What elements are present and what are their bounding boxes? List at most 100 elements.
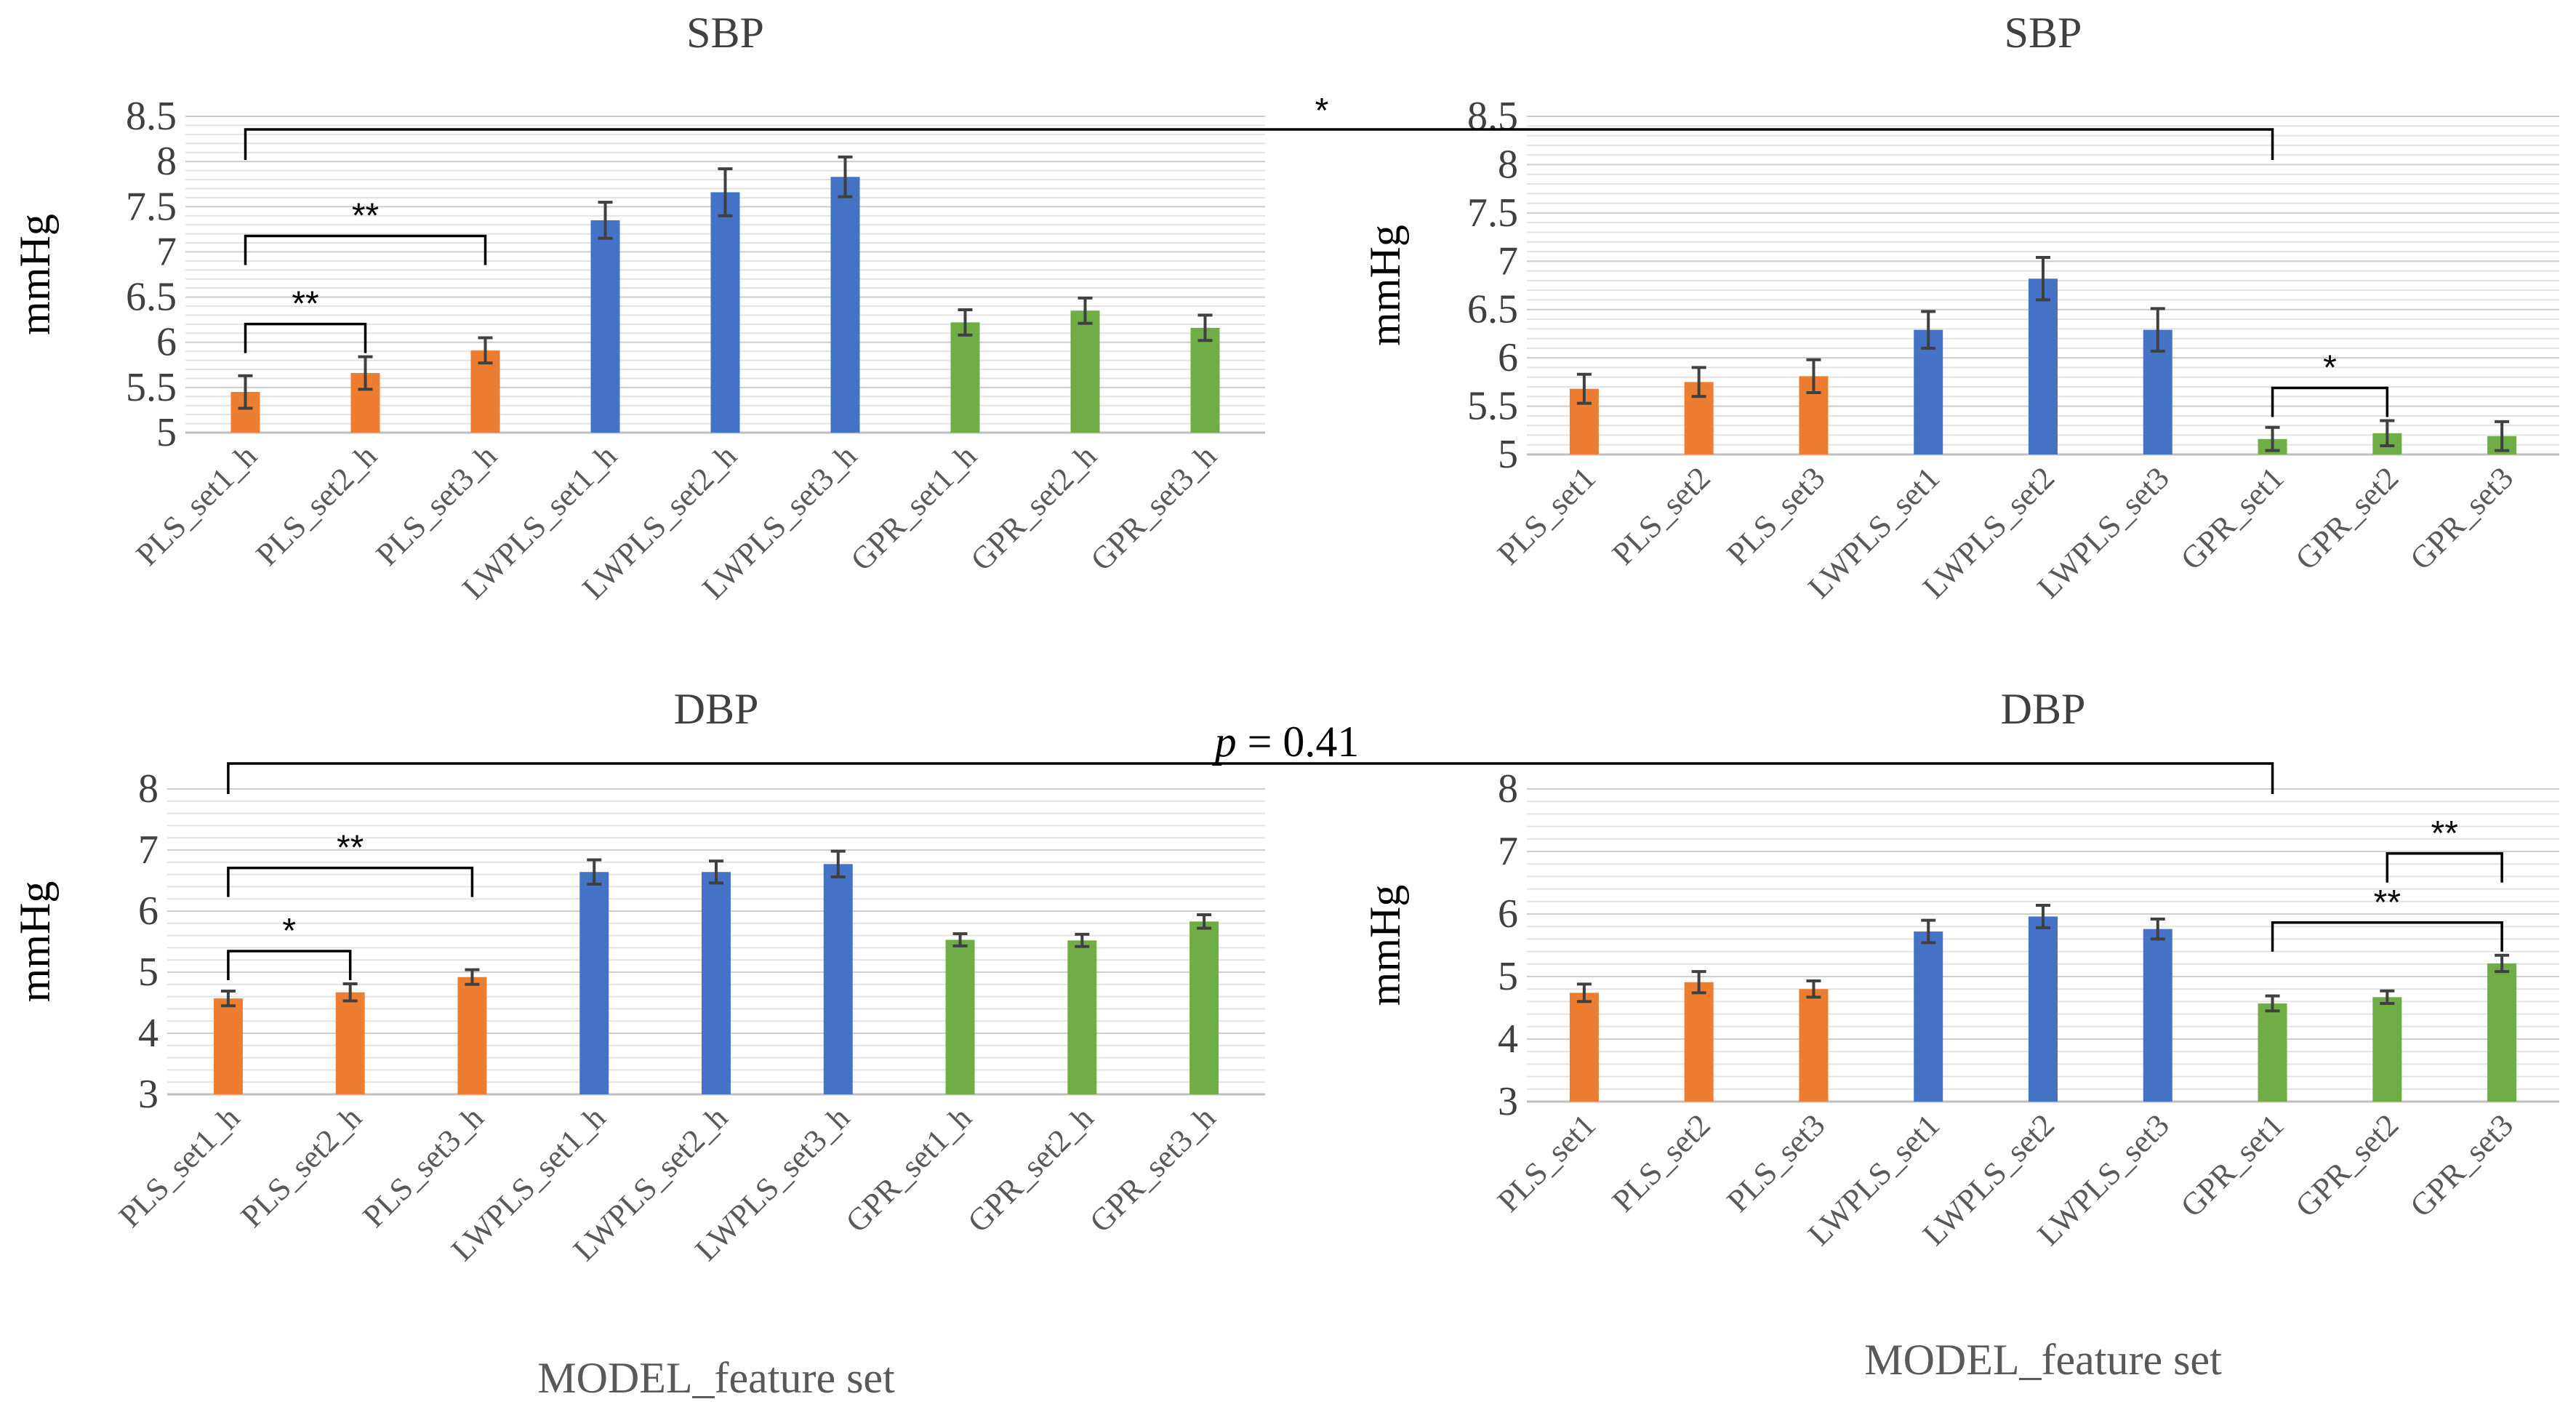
- chart-title: DBP: [674, 685, 759, 733]
- y-tick-label: 8: [156, 139, 177, 184]
- significance-label: **: [352, 197, 379, 236]
- cross-panel-annotations: * p = 0.41: [227, 92, 2274, 794]
- error-bar: [2036, 903, 2050, 929]
- y-axis-label: mmHg: [1361, 885, 1409, 1006]
- bar-pls-set3: [1799, 989, 1829, 1102]
- significance-label: **: [2431, 814, 2458, 853]
- error-bar: [1806, 979, 1821, 999]
- chart-title: SBP: [686, 9, 764, 57]
- bar-gpr-set1-h: [950, 322, 980, 433]
- y-tick-label: 6.5: [126, 275, 177, 320]
- bar-gpr-set1-h: [945, 939, 975, 1094]
- error-bar: [220, 990, 236, 1008]
- significance-label: **: [292, 285, 318, 324]
- error-bar: [958, 308, 973, 337]
- bar-lwpls-set1: [1914, 329, 1943, 454]
- y-axis-label: mmHg: [1361, 225, 1409, 346]
- bar-lwpls-set3: [2143, 929, 2172, 1102]
- y-tick-label: 5.5: [1467, 384, 1518, 429]
- error-bar: [1806, 358, 1821, 394]
- error-bar: [709, 859, 723, 885]
- y-tick-label: 7.5: [1467, 191, 1518, 236]
- y-tick-label: 8: [1498, 766, 1518, 811]
- error-bar: [1691, 366, 1706, 398]
- error-bar: [587, 858, 602, 886]
- error-bar: [1921, 918, 1936, 945]
- error-bar: [2495, 953, 2510, 974]
- error-bar: [952, 932, 968, 947]
- x-axis-label: MODEL_feature set: [1864, 1336, 2222, 1384]
- y-tick-label: 8: [138, 766, 159, 811]
- significance-bracket: [227, 950, 352, 980]
- p-symbol: p: [1212, 718, 1237, 766]
- bar-lwpls-set3-h: [823, 864, 853, 1094]
- bar-lwpls-set2-h: [702, 872, 731, 1094]
- significance-bracket: [2386, 852, 2503, 883]
- error-bar: [2036, 255, 2050, 302]
- dbp-cross-p-value: p = 0.41: [1212, 718, 1360, 766]
- y-tick-label: 5: [138, 950, 159, 995]
- error-bar: [465, 968, 480, 986]
- error-bar: [1921, 310, 1936, 350]
- chart-title: DBP: [2001, 685, 2086, 733]
- significance-bracket: [2271, 921, 2503, 952]
- significance-bracket: [244, 234, 487, 265]
- error-bar: [2150, 917, 2165, 941]
- y-tick-label: 7: [1498, 238, 1518, 284]
- chart-title: SBP: [2005, 9, 2082, 57]
- y-tick-label: 7: [138, 827, 159, 873]
- x-axis-label: MODEL_feature set: [537, 1354, 895, 1402]
- y-tick-label: 8: [1498, 142, 1518, 187]
- bar-gpr-set1: [2258, 1003, 2287, 1102]
- error-bar: [1197, 913, 1212, 930]
- bar-gpr-set3-h: [1189, 921, 1219, 1094]
- y-tick-label: 3: [138, 1072, 159, 1117]
- error-bar: [478, 336, 493, 365]
- error-bar: [342, 982, 358, 1003]
- y-tick-label: 6.5: [1467, 287, 1518, 332]
- y-axis-label: mmHg: [11, 214, 59, 335]
- y-tick-label: 5.5: [126, 365, 177, 410]
- sbp-cross-significance-label: *: [1315, 92, 1329, 130]
- error-bar: [1075, 932, 1090, 948]
- bar-pls-set2: [1684, 982, 1714, 1102]
- y-tick-label: 8.5: [1467, 94, 1518, 139]
- y-tick-label: 4: [1498, 1017, 1518, 1062]
- error-bar: [2150, 307, 2165, 353]
- error-bar: [598, 201, 613, 240]
- error-bar: [1576, 372, 1592, 405]
- error-bar: [358, 355, 373, 391]
- significance-label: *: [2323, 349, 2337, 388]
- bar-lwpls-set2: [2029, 916, 2058, 1102]
- bar-lwpls-set3-h: [830, 177, 860, 433]
- bar-gpr-set2-h: [1070, 310, 1100, 433]
- error-bar: [838, 155, 853, 199]
- error-bar: [1691, 970, 1706, 995]
- bar-gpr-set2: [2372, 997, 2402, 1102]
- bar-pls-set1-h: [213, 998, 243, 1094]
- bar-pls-set1: [1569, 993, 1599, 1102]
- error-bar: [2380, 419, 2395, 448]
- y-tick-label: 8.5: [126, 94, 177, 139]
- y-tick-label: 5: [156, 410, 177, 455]
- significance-label: **: [337, 829, 364, 867]
- y-tick-label: 3: [1498, 1079, 1518, 1124]
- y-tick-label: 7: [1498, 829, 1518, 874]
- error-bar: [1197, 313, 1213, 342]
- bar-pls-set3-h: [457, 977, 487, 1094]
- bar-gpr-set3: [2487, 963, 2517, 1102]
- error-bar: [2380, 989, 2395, 1005]
- bar-lwpls-set1-h: [579, 872, 609, 1094]
- significance-bracket: [2271, 386, 2389, 417]
- error-bar: [2495, 420, 2510, 452]
- y-tick-label: 7.5: [126, 184, 177, 229]
- error-bar: [830, 849, 846, 878]
- error-bar: [2265, 425, 2280, 452]
- error-bar: [238, 374, 253, 410]
- error-bar: [718, 167, 733, 217]
- significance-bracket: [244, 322, 367, 353]
- y-tick-label: 5: [1498, 954, 1518, 999]
- y-tick-label: 4: [138, 1011, 159, 1056]
- bar-gpr-set2-h: [1067, 940, 1097, 1094]
